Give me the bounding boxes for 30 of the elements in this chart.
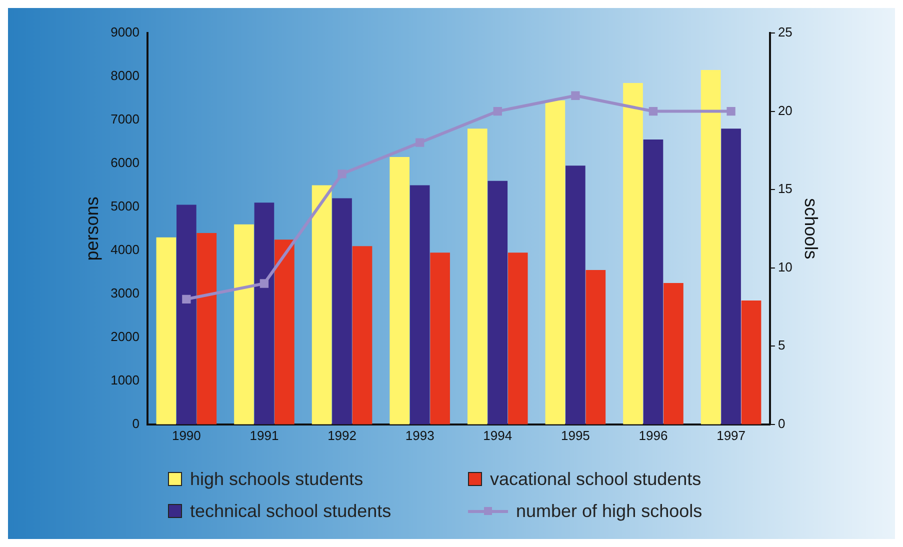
y2-tick-label: 15 — [778, 181, 792, 196]
legend-label: number of high schools — [516, 500, 702, 522]
x-tick-label: 1991 — [250, 428, 279, 443]
y2-tick-label: 0 — [778, 416, 786, 431]
y-tick-label: 7000 — [110, 112, 140, 127]
x-tick-label: 1990 — [172, 428, 201, 443]
x-tick-label: 1997 — [716, 428, 746, 443]
y2-axis-title: schools — [801, 198, 822, 260]
x-tick-label: 1996 — [638, 428, 668, 443]
legend-label: technical school students — [190, 500, 392, 522]
y2-tick-label: 5 — [778, 338, 786, 353]
y-tick-label: 9000 — [110, 24, 140, 40]
text: high schools students — [190, 468, 364, 490]
y-tick-label: 8000 — [110, 68, 140, 84]
y-tick-label: 2000 — [110, 329, 140, 344]
x-tick-label: 1993 — [405, 428, 434, 443]
x-tick-label: 1995 — [560, 428, 590, 443]
y2-tick-label: 20 — [778, 102, 792, 118]
y-tick-label: 3000 — [110, 286, 140, 301]
y-tick-label: 6000 — [110, 155, 140, 170]
y2-tick-label: 25 — [778, 24, 792, 40]
y-tick-label: 5000 — [110, 198, 140, 214]
y-tick-label: 0 — [132, 416, 140, 431]
y2-tick-label: 10 — [778, 259, 792, 274]
y-tick-label: 4000 — [110, 242, 140, 258]
x-tick-label: 1994 — [483, 428, 512, 443]
y-tick-label: 1000 — [110, 372, 140, 388]
legend-label: vacational school students — [490, 468, 702, 490]
y-axis-title: persons — [82, 196, 102, 261]
x-tick-label: 1992 — [328, 428, 356, 443]
